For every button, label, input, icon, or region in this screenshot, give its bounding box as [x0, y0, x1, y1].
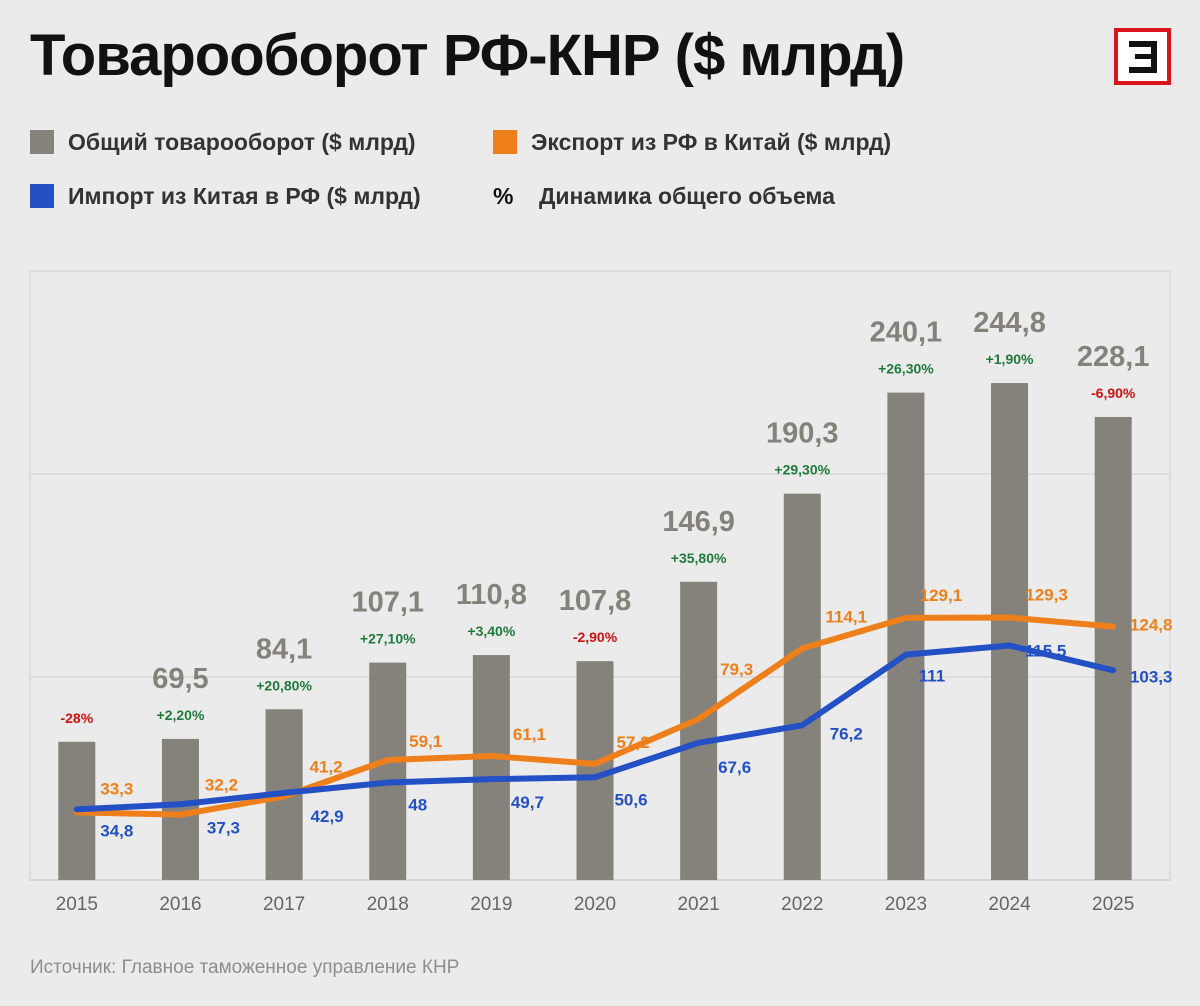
- x-tick-label: 2023: [885, 894, 927, 915]
- legend-swatch-import: [30, 184, 54, 208]
- total-value-label: 84,1: [256, 633, 312, 665]
- import-value-label: 34,8: [100, 821, 133, 840]
- legend-percent-symbol: %: [493, 183, 514, 209]
- growth-label: +29,30%: [774, 462, 830, 478]
- legend-label-total: Общий товарооборот ($ млрд): [68, 129, 416, 155]
- x-tick-label: 2016: [159, 894, 201, 915]
- x-tick-label: 2025: [1092, 894, 1134, 915]
- line-import: [73, 642, 1117, 813]
- bar-total: [887, 392, 925, 880]
- letter-e-logo-icon: [1114, 28, 1171, 85]
- growth-label: +35,80%: [671, 550, 727, 566]
- export-value-label: 79,3: [720, 660, 753, 679]
- bar-total: [680, 581, 718, 880]
- export-value-label: 57,2: [616, 733, 649, 752]
- total-value-label: 190,3: [766, 418, 839, 450]
- legend-swatch-export: [493, 130, 517, 154]
- import-value-label: 111: [919, 667, 946, 686]
- import-value-label: 115,5: [1025, 642, 1067, 661]
- growth-label: +1,90%: [986, 351, 1034, 367]
- x-tick-label: 2017: [263, 894, 305, 915]
- growth-label: +27,10%: [360, 631, 416, 647]
- export-value-label: 129,3: [1025, 586, 1068, 605]
- legend-label-dynamics: Динамика общего объема: [539, 183, 835, 209]
- bar-total: [991, 383, 1029, 880]
- total-value-label: 69,5: [152, 663, 208, 695]
- export-value-label: 129,1: [920, 586, 963, 605]
- total-value-label: 240,1: [870, 317, 943, 349]
- total-value-label: 228,1: [1077, 341, 1150, 373]
- source-note: Источник: Главное таможенное управление …: [30, 957, 460, 978]
- export-value-label: 32,2: [205, 776, 238, 795]
- total-value-label: 146,9: [662, 506, 735, 538]
- import-value-label: 49,7: [511, 793, 544, 812]
- legend-swatch-total: [30, 130, 54, 154]
- export-value-label: 124,8: [1130, 616, 1173, 635]
- export-value-label: 59,1: [409, 732, 442, 751]
- x-tick-label: 2015: [56, 894, 98, 915]
- export-value-label: 114,1: [825, 607, 867, 626]
- x-tick-label: 2020: [574, 894, 616, 915]
- x-tick-label: 2018: [367, 894, 409, 915]
- growth-label: +20,80%: [256, 677, 312, 693]
- x-tick-label: 2022: [781, 894, 823, 915]
- page-title: Товарооборот РФ-КНР ($ млрд): [30, 23, 905, 88]
- total-value-label: 107,1: [351, 587, 424, 619]
- legend-label-export: Экспорт из РФ в Китай ($ млрд): [531, 129, 892, 155]
- legend-label-import: Импорт из Китая в РФ ($ млрд): [68, 183, 421, 209]
- import-value-label: 76,2: [830, 724, 863, 743]
- growth-label: -2,90%: [573, 629, 618, 645]
- bar-total: [1094, 416, 1132, 880]
- import-value-label: 48: [408, 796, 427, 815]
- total-value-label: 110,8: [456, 579, 527, 611]
- import-value-label: 103,3: [1130, 667, 1173, 686]
- import-value-label: 50,6: [614, 790, 647, 809]
- growth-label: -28%: [60, 710, 93, 726]
- import-value-label: 67,6: [718, 758, 751, 777]
- x-tick-label: 2021: [677, 894, 719, 915]
- import-value-label: 37,3: [207, 818, 240, 837]
- growth-label: +3,40%: [467, 623, 515, 639]
- export-value-label: 61,1: [513, 725, 546, 744]
- line-export: [73, 614, 1117, 818]
- growth-label: +26,30%: [878, 361, 934, 377]
- x-tick-label: 2024: [988, 894, 1031, 915]
- import-value-label: 42,9: [311, 807, 344, 826]
- growth-label: +2,20%: [157, 707, 205, 723]
- bar-total: [472, 655, 510, 880]
- x-tick-label: 2019: [470, 894, 512, 915]
- total-value-label: 107,8: [559, 585, 632, 617]
- bar-total: [783, 493, 821, 880]
- export-value-label: 33,3: [100, 779, 133, 798]
- export-value-label: 41,2: [310, 757, 343, 776]
- total-value-label: 244,8: [973, 307, 1046, 339]
- bar-total: [369, 662, 407, 880]
- growth-label: -6,90%: [1091, 385, 1136, 401]
